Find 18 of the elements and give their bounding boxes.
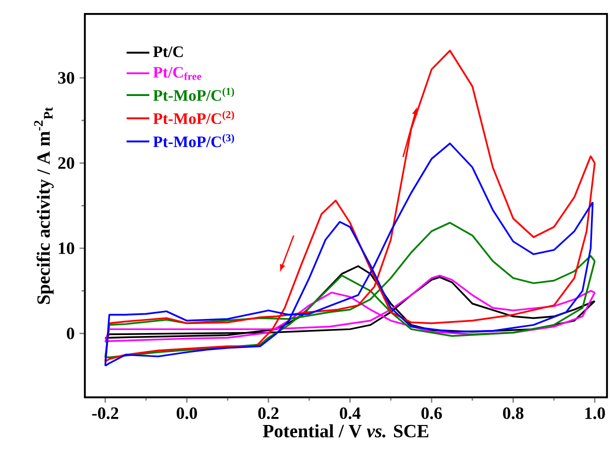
- x-tick-label: 1.0: [585, 407, 605, 420]
- x-tick-label: -0.2: [92, 407, 118, 420]
- legend-label: Pt/C: [153, 46, 183, 58]
- x-tick-label: 0.8: [503, 407, 524, 420]
- legend-label: Pt/C$_{free}$: [153, 66, 202, 80]
- legend-label: Pt-MoP/C$^{(1)}$: [153, 87, 234, 101]
- x-axis-title: Potential / V vs. SCE: [262, 424, 428, 438]
- y-axis-title: Specific activity / A m$^{-2}$Pt: [34, 107, 54, 304]
- y-tick-label: 20: [58, 157, 74, 169]
- y-tick-label: 0: [66, 328, 74, 340]
- x-tick-label: 0.4: [340, 407, 360, 420]
- x-tick-label: 0.0: [176, 407, 197, 420]
- legend-label: Pt-MoP/C$^{(2)}$: [153, 110, 234, 124]
- y-tick-label: 30: [58, 72, 74, 84]
- legend-label: Pt-MoP/C$^{(3)}$: [153, 134, 234, 148]
- y-tick-label: 10: [58, 242, 74, 254]
- x-tick-label: 0.2: [258, 407, 278, 420]
- x-tick-label: 0.6: [421, 407, 442, 420]
